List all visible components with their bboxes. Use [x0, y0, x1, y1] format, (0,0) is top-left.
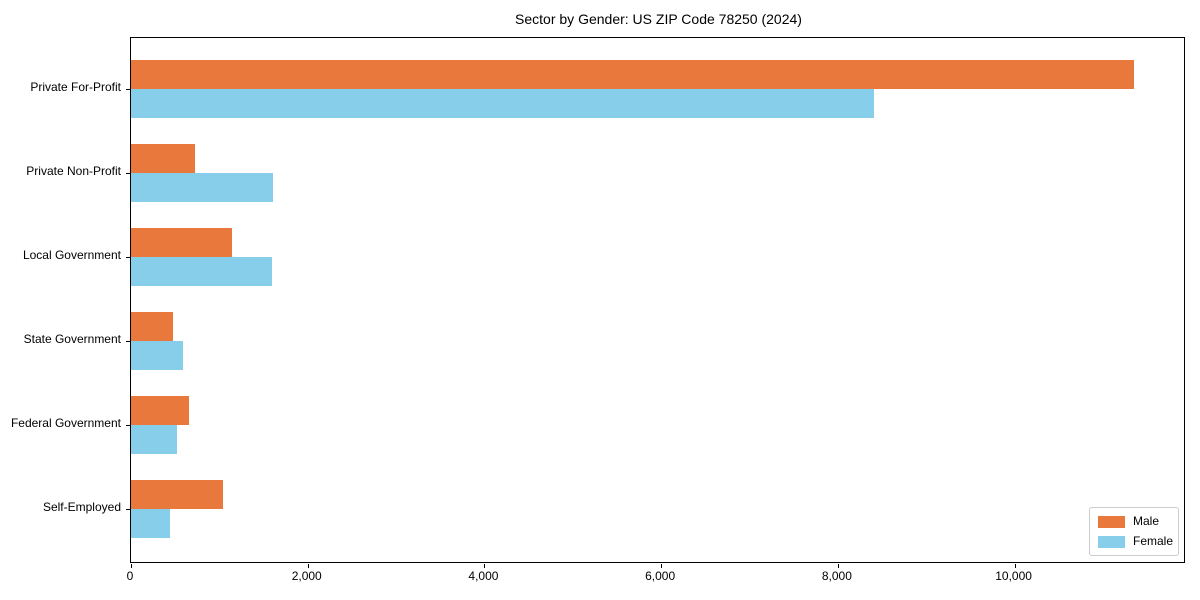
x-tick-mark [131, 564, 132, 568]
y-tick-label: Self-Employed [42, 500, 121, 514]
x-tick-label: 4,000 [468, 569, 499, 583]
y-tick-label: State Government [23, 332, 121, 346]
bar-female-federal-government [131, 425, 177, 454]
bar-male-federal-government [131, 396, 190, 425]
x-tick-label: 10,000 [995, 569, 1032, 583]
legend-swatch-female [1098, 535, 1125, 548]
legend-swatch-male [1098, 515, 1125, 528]
y-tick-label: Private Non-Profit [26, 164, 121, 178]
plot-area [126, 37, 1185, 568]
bar-male-state-government [131, 312, 174, 341]
y-tick-label: Private For-Profit [30, 80, 121, 94]
bar-female-private-non-profit [131, 173, 273, 202]
chart-title: Sector by Gender: US ZIP Code 78250 (202… [515, 11, 802, 27]
bar-male-local-government [131, 228, 233, 257]
bar-female-private-for-profit [131, 89, 874, 118]
legend-label-male: Male [1133, 514, 1160, 528]
y-tick-mark [126, 89, 130, 90]
legend-entry-female: Female [1098, 534, 1174, 548]
bar-female-state-government [131, 341, 184, 370]
y-tick-label: Local Government [22, 248, 121, 262]
bar-male-private-for-profit [131, 60, 1134, 89]
bar-male-private-non-profit [131, 144, 196, 173]
bar-male-self-employed [131, 480, 223, 509]
x-tick-label: 2,000 [291, 569, 322, 583]
x-tick-label: 0 [126, 569, 134, 583]
bar-female-local-government [131, 257, 273, 286]
x-tick-mark [307, 564, 309, 568]
y-tick-mark [126, 173, 130, 174]
x-tick-mark [837, 564, 839, 568]
x-tick-mark [661, 564, 663, 568]
x-tick-label: 8,000 [821, 569, 852, 583]
y-tick-label: Federal Government [10, 416, 121, 430]
x-tick-mark [484, 564, 486, 568]
legend: Male Female [1089, 507, 1179, 556]
x-tick-mark [1014, 564, 1016, 568]
legend-label-female: Female [1133, 534, 1174, 548]
y-tick-mark [126, 509, 130, 510]
bar-female-self-employed [131, 509, 170, 538]
legend-entry-male: Male [1098, 515, 1170, 528]
y-tick-mark [126, 257, 130, 258]
x-tick-label: 6,000 [645, 569, 676, 583]
y-tick-mark [126, 425, 130, 426]
y-tick-mark [126, 341, 130, 342]
